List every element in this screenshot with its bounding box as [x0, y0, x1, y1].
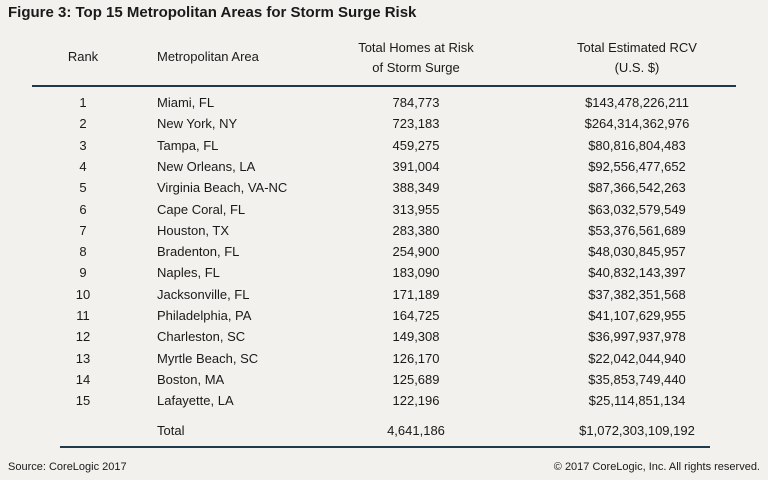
- column-header: (U.S. $): [614, 60, 660, 75]
- header-rule: [32, 85, 736, 87]
- cell: 459,275: [392, 137, 440, 153]
- cell: New Orleans, LA: [157, 158, 256, 174]
- cell: 125,689: [392, 371, 440, 387]
- cell: $53,376,561,689: [588, 222, 686, 238]
- cell: 388,349: [392, 180, 440, 196]
- cell: New York, NY: [157, 116, 238, 132]
- cell: 283,380: [392, 222, 440, 238]
- cell: Houston, TX: [157, 222, 230, 238]
- copyright: © 2017 CoreLogic, Inc. All rights reserv…: [553, 461, 760, 473]
- cell: Myrtle Beach, SC: [157, 350, 259, 366]
- cell: 12: [75, 329, 91, 345]
- cell: $40,832,143,397: [588, 265, 686, 281]
- cell: 10: [75, 286, 91, 302]
- cell: 122,196: [392, 393, 440, 409]
- cell: $36,997,937,978: [588, 329, 686, 345]
- cell: Cape Coral, FL: [157, 201, 246, 217]
- cell: $25,114,851,134: [588, 393, 686, 409]
- cell: $87,366,542,263: [588, 180, 686, 196]
- cell: 13: [75, 350, 91, 366]
- cell: 9: [79, 265, 87, 281]
- cell: Naples, FL: [157, 265, 220, 281]
- cell: 164,725: [392, 308, 440, 323]
- column-header: of Storm Surge: [372, 60, 460, 75]
- cell: 126,170: [392, 350, 440, 366]
- source: Source: CoreLogic 2017: [8, 461, 127, 473]
- cell: Boston, MA: [157, 371, 225, 387]
- column-header: Rank: [67, 49, 99, 64]
- cell: Virginia Beach, VA-NC: [157, 180, 288, 196]
- cell: 3: [79, 137, 87, 153]
- title: Figure 3: Top 15 Metropolitan Areas for …: [8, 4, 417, 21]
- cell: 313,955: [392, 201, 440, 217]
- cell: 1: [79, 95, 87, 110]
- cell: $63,032,579,549: [588, 201, 686, 217]
- cell: $35,853,749,440: [588, 371, 686, 387]
- cell: 6: [79, 201, 87, 217]
- cell: Lafayette, LA: [157, 393, 234, 409]
- cell: 723,183: [392, 116, 440, 132]
- cell: 784,773: [392, 95, 440, 110]
- cell: 5: [79, 180, 87, 196]
- cell: 15: [75, 393, 91, 409]
- column-header: Total Estimated RCV: [577, 40, 697, 55]
- cell: $92,556,477,652: [588, 158, 686, 174]
- cell: 11: [76, 308, 90, 323]
- cell: 8: [79, 244, 87, 260]
- cell: 7: [79, 222, 87, 238]
- cell: $264,314,362,976: [584, 116, 690, 132]
- cell: 171,189: [392, 286, 440, 302]
- cell: Jacksonville, FL: [157, 286, 250, 302]
- total-cell: Total: [157, 423, 185, 438]
- cell: $37,382,351,568: [588, 286, 686, 302]
- column-header: Total Homes at Risk: [358, 40, 474, 55]
- cell: Tampa, FL: [157, 137, 219, 153]
- column-header: Metropolitan Area: [157, 49, 259, 64]
- cell: $143,478,226,211: [585, 95, 689, 110]
- cell: Philadelphia, PA: [157, 308, 252, 323]
- cell: Miami, FL: [157, 95, 215, 110]
- cell: 391,004: [392, 158, 440, 174]
- total-rule: [60, 446, 710, 448]
- cell: 149,308: [392, 329, 440, 345]
- cell: Bradenton, FL: [157, 244, 240, 260]
- cell: 14: [75, 371, 91, 387]
- cell: 183,090: [392, 265, 440, 281]
- cell: $22,042,044,940: [588, 350, 686, 366]
- cell: 4: [79, 158, 87, 174]
- cell: $48,030,845,957: [588, 244, 686, 260]
- cell: $80,816,804,483: [588, 137, 686, 153]
- cell: $41,107,629,955: [588, 308, 686, 323]
- total-cell: $1,072,303,109,192: [579, 423, 695, 438]
- cell: 2: [79, 116, 87, 132]
- total-cell: 4,641,186: [387, 423, 445, 438]
- cell: 254,900: [392, 244, 440, 260]
- cell: Charleston, SC: [157, 329, 246, 345]
